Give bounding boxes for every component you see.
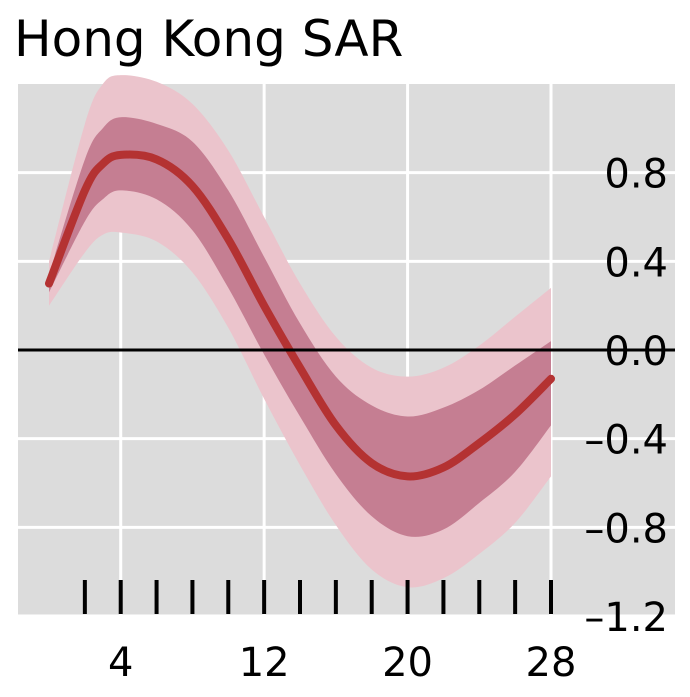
y-tick-labels: 0.8 0.4 0.0 –0.4 –0.8 –1.2	[584, 152, 668, 641]
chart-title: Hong Kong SAR	[14, 10, 404, 68]
inner-confidence-band	[49, 117, 551, 537]
y-tick-label: 0.8	[604, 152, 668, 198]
y-tick-label: 0.4	[604, 240, 668, 286]
x-tick-label: 20	[382, 640, 433, 686]
x-tick-label: 28	[526, 640, 577, 686]
x-tick-label: 4	[108, 640, 133, 686]
y-tick-label: –1.2	[584, 595, 668, 641]
x-tick-label: 12	[239, 640, 290, 686]
x-tick-marks	[82, 580, 553, 614]
y-tick-label: 0.0	[604, 329, 668, 375]
x-tick-labels: 4 12 20 28	[108, 640, 576, 686]
median-line	[45, 150, 555, 481]
y-tick-label: –0.8	[584, 506, 668, 552]
y-tick-label: –0.4	[584, 418, 668, 464]
